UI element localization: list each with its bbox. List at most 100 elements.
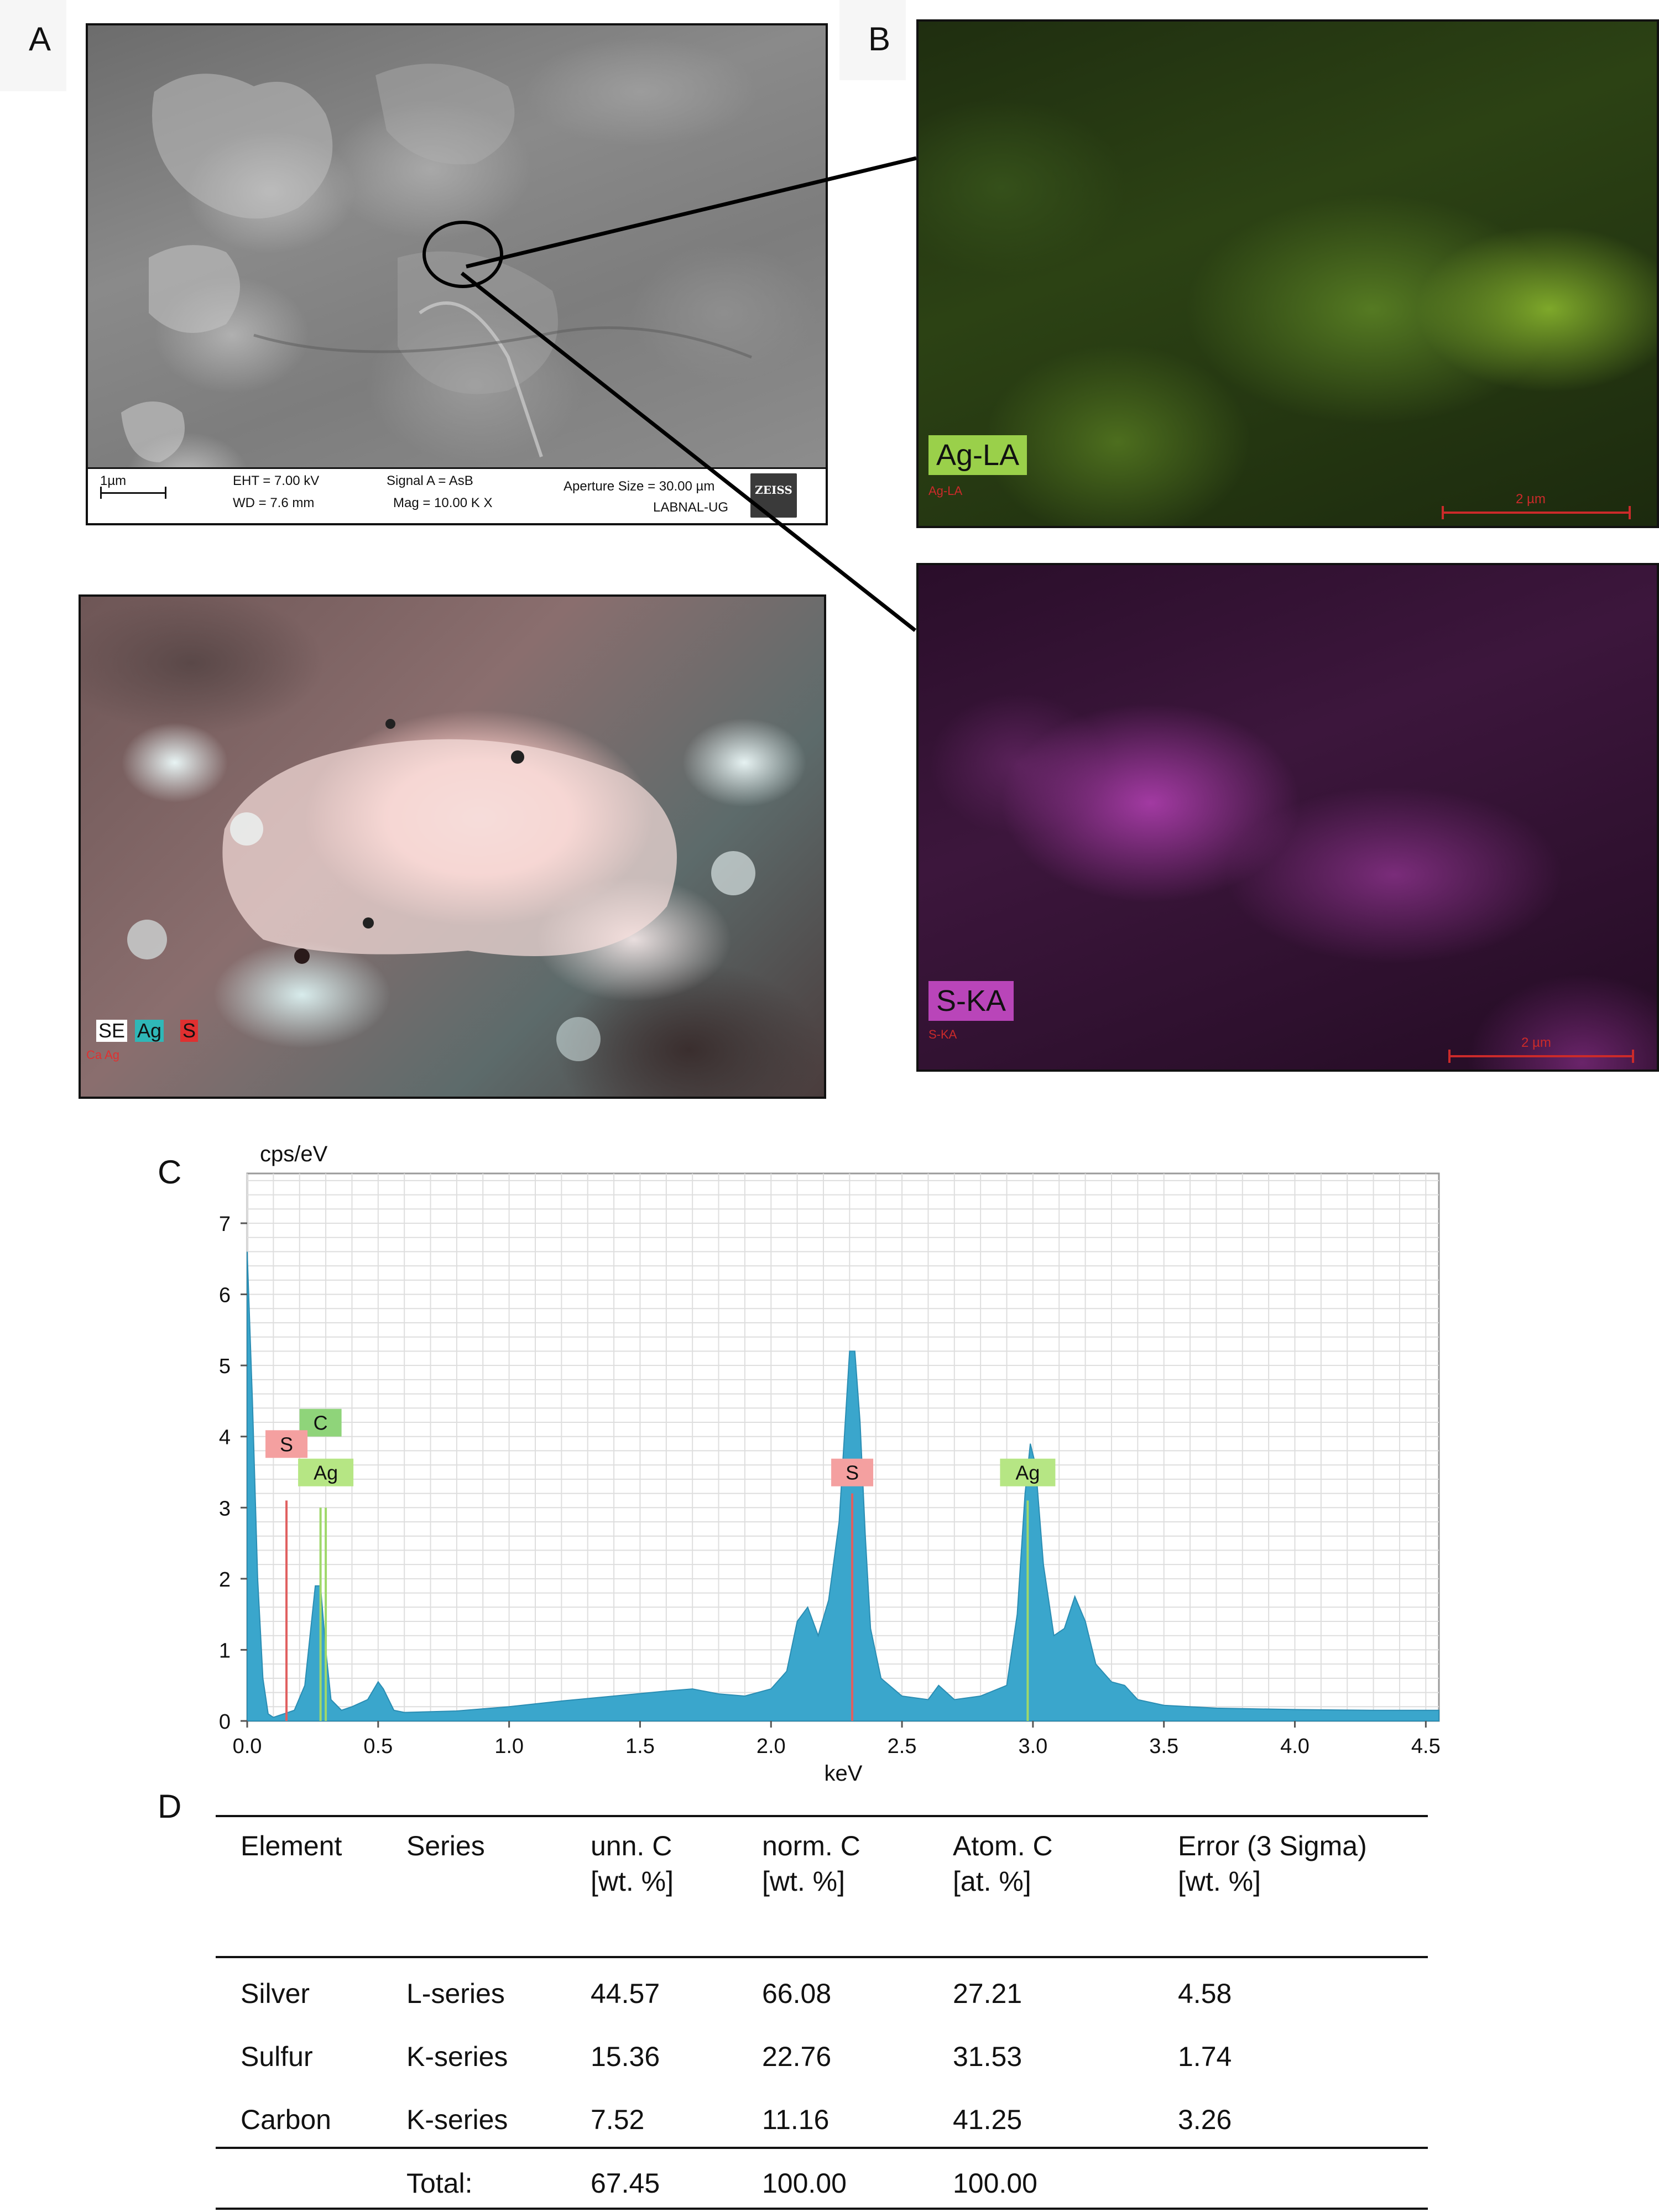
panel-letter-b: B: [868, 20, 891, 58]
table-cell: K-series: [406, 2104, 508, 2135]
composite-small-label: Ca Ag: [86, 1048, 119, 1062]
x-tick-label: 4.5: [1411, 1735, 1441, 1758]
table-bottom-rule: [216, 2208, 1428, 2210]
peak-label-box: [831, 1458, 874, 1486]
peak-label-box: [1000, 1458, 1056, 1486]
s-map-small-label: S-KA: [928, 1027, 957, 1041]
ag-elemental-map: Ag-LA Ag-LA 2 µm: [916, 19, 1659, 528]
ag-map-label: Ag-LA: [928, 435, 1027, 475]
table-cell: 1.74: [1178, 2041, 1232, 2072]
peak-label-text: C: [314, 1412, 328, 1434]
sem-eht: EHT = 7.00 kV: [233, 473, 320, 488]
table-cell: 11.16: [762, 2104, 830, 2135]
sem-wd: WD = 7.6 mm: [233, 495, 315, 510]
table-cell: Carbon: [241, 2104, 331, 2135]
roi-circle: [422, 221, 503, 288]
table-cell: L-series: [406, 1978, 505, 2009]
peak-label-text: Ag: [1015, 1462, 1040, 1484]
y-tick-label: 6: [219, 1284, 231, 1307]
y-tick-label: 7: [219, 1213, 231, 1236]
table-total-rule: [216, 2147, 1428, 2149]
table-total-cell: 100.00: [953, 2168, 1037, 2199]
composite-texture: [127, 719, 755, 1061]
sem-micrograph: 1µm EHT = 7.00 kV WD = 7.6 mm Signal A =…: [86, 23, 828, 525]
table-cell: 41.25: [953, 2104, 1022, 2135]
panel-letter-d: D: [158, 1788, 182, 1825]
s-map-label: S-KA: [928, 981, 1014, 1021]
sem-info-bar: 1µm EHT = 7.00 kV WD = 7.6 mm Signal A =…: [88, 467, 826, 523]
table-header-line1: unn. C: [591, 1830, 672, 1861]
table-cell: 31.53: [953, 2041, 1022, 2072]
peak-label-text: S: [846, 1462, 859, 1484]
peak-label-text: S: [280, 1433, 293, 1455]
peak-label-text: Ag: [314, 1462, 338, 1484]
table-header-line1: Error (3 Sigma): [1178, 1830, 1367, 1861]
panel-letter-b-box: B: [839, 0, 906, 80]
table-cell: 66.08: [762, 1978, 832, 2009]
x-tick-label: 0.0: [233, 1735, 262, 1758]
table-cell: 15.36: [591, 2041, 660, 2072]
y-axis-label: cps/eV: [260, 1142, 328, 1166]
table-cell: 22.76: [762, 2041, 832, 2072]
table-total-cell: Total:: [406, 2168, 473, 2199]
composite-eds-map: SE Ag S Ca Ag: [79, 594, 826, 1099]
y-tick-label: 1: [219, 1639, 231, 1662]
sem-aperture: Aperture Size = 30.00 µm: [564, 479, 715, 494]
table-cell: 27.21: [953, 1978, 1022, 2009]
table-header-line2: [wt. %]: [762, 1866, 846, 1897]
table-cell: Sulfur: [241, 2041, 313, 2072]
y-tick-label: 2: [219, 1568, 231, 1592]
table-header-rule: [216, 1956, 1428, 1958]
x-tick-label: 1.0: [494, 1735, 524, 1758]
ag-scale-text: 2 µm: [1516, 492, 1546, 507]
peak-label-box: [298, 1458, 354, 1486]
sem-scale-label: 1µm: [100, 473, 127, 488]
x-tick-label: 3.5: [1149, 1735, 1178, 1758]
s-elemental-map: S-KA S-KA 2 µm: [916, 563, 1659, 1072]
table-cell: K-series: [406, 2041, 508, 2072]
zeiss-logo: ZEISS: [750, 473, 797, 518]
panel-letter-a-box: A: [0, 0, 66, 91]
x-tick-label: 2.0: [757, 1735, 786, 1758]
sem-mag: Mag = 10.00 K X: [393, 495, 493, 510]
y-tick-label: 5: [219, 1355, 231, 1378]
x-tick-label: 2.5: [888, 1735, 917, 1758]
sem-signal: Signal A = AsB: [387, 473, 473, 488]
table-cell: 3.26: [1178, 2104, 1232, 2135]
x-tick-label: 0.5: [363, 1735, 393, 1758]
s-scale-bar: [1448, 1050, 1634, 1063]
sem-lab: LABNAL-UG: [653, 500, 729, 515]
y-tick-label: 3: [219, 1497, 231, 1520]
table-total-cell: 67.45: [591, 2168, 660, 2199]
table-total-cell: 100.00: [762, 2168, 847, 2199]
legend-s: S: [180, 1020, 199, 1042]
panel-letter-a: A: [29, 20, 51, 58]
legend-se: SE: [96, 1020, 128, 1042]
ag-map-small-label: Ag-LA: [928, 484, 963, 498]
table-cell: 4.58: [1178, 1978, 1232, 2009]
x-axis-label: keV: [825, 1761, 863, 1786]
table-header-line2: [wt. %]: [591, 1866, 674, 1897]
spectrum-area: [247, 1251, 1439, 1721]
table-header-line1: Element: [241, 1830, 342, 1861]
table-cell: 7.52: [591, 2104, 645, 2135]
panel-letter-c: C: [158, 1154, 182, 1191]
legend-ag: Ag: [135, 1020, 164, 1042]
sem-scale-bar: [100, 487, 166, 499]
ag-scale-bar: [1442, 506, 1631, 519]
s-scale-text: 2 µm: [1521, 1035, 1551, 1050]
connector-lines: [460, 156, 917, 632]
x-tick-label: 1.5: [625, 1735, 655, 1758]
x-tick-label: 4.0: [1280, 1735, 1310, 1758]
table-cell: Silver: [241, 1978, 310, 2009]
y-tick-label: 0: [219, 1710, 231, 1734]
table-header-line2: [at. %]: [953, 1866, 1031, 1897]
table-cell: 44.57: [591, 1978, 660, 2009]
peak-label-box: [265, 1430, 308, 1458]
table-header-line1: Series: [406, 1830, 485, 1861]
axis-ticks: 0.0 0.5 1.0 1.5 2.0 2.5 3.0 3.5 4.0 4.5 0 1 2 3 4 5 6 7: [219, 1213, 1441, 1758]
table-header-line1: norm. C: [762, 1830, 860, 1861]
x-tick-label: 3.0: [1018, 1735, 1047, 1758]
